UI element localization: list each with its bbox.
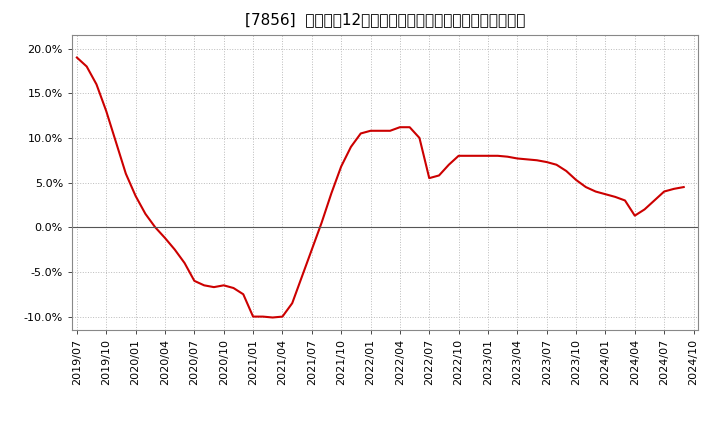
Title: [7856]  売上高の12か月移動合計の対前年同期増減率の推移: [7856] 売上高の12か月移動合計の対前年同期増減率の推移 [245,12,526,27]
